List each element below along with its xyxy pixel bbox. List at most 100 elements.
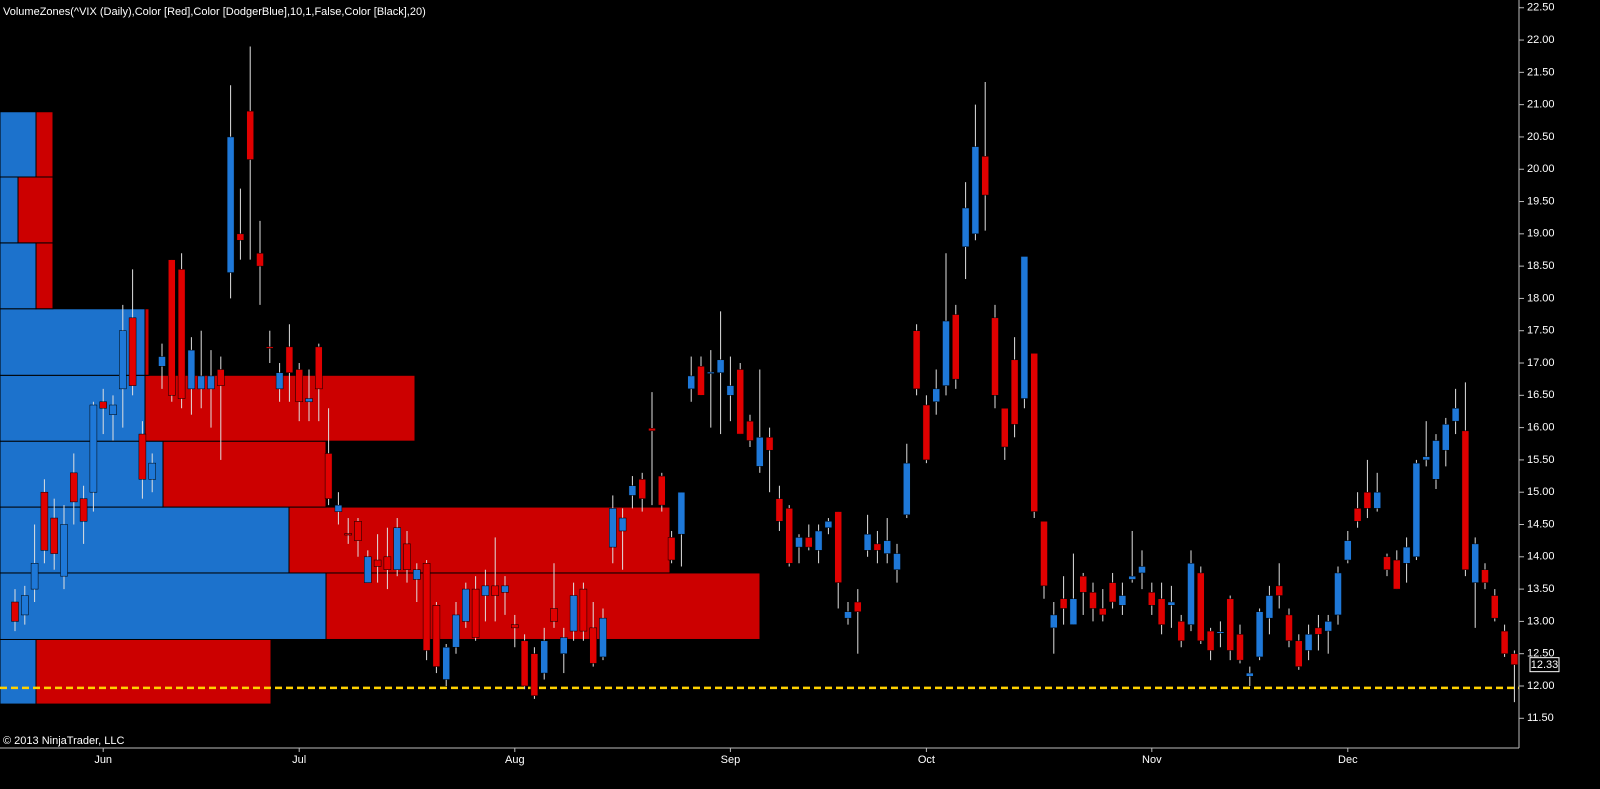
candle-body [481,585,490,596]
y-tick-label: 17.00 [1527,357,1555,369]
candle-body [667,537,676,561]
candle-body [89,404,98,493]
zone-down [35,111,54,178]
candles [11,46,1519,703]
candle-body [99,401,107,409]
candle-body [1314,627,1323,635]
candle-body [1089,592,1097,609]
candle-body [736,369,744,435]
candle-body [971,146,980,235]
candle-body [236,233,245,241]
candle-body [981,156,989,196]
y-tick-label: 15.00 [1527,486,1555,498]
candle-body [1285,614,1293,642]
candle-body [1402,546,1411,564]
candle-body [932,388,940,403]
candle-body [805,537,813,548]
candle-body [187,349,196,390]
y-tick-label: 18.50 [1527,260,1555,272]
candle-body [1481,569,1489,583]
candle-body [324,453,333,499]
candle-body [1177,621,1185,642]
candle-body [158,356,166,367]
candle-body [1099,608,1107,616]
candle-body [893,553,901,570]
y-tick-label: 14.00 [1527,551,1555,563]
candle-body [1118,595,1127,606]
candle-body [952,314,960,380]
y-tick-label: 12.50 [1527,648,1555,660]
candle-body [726,385,735,396]
candle-body [50,517,58,554]
candle-body [128,317,137,386]
candle-body [1255,611,1264,658]
chart-title: VolumeZones(^VIX (Daily),Color [Red],Col… [3,6,426,18]
candle-body [30,563,39,590]
x-tick-label: Sep [721,754,741,766]
candle-body [560,637,568,654]
candle-body [1373,491,1381,509]
candle-body [60,524,68,577]
candle-body [354,521,362,541]
candle-body [658,475,666,506]
candle-body [1265,595,1274,619]
zone-up [0,242,37,310]
candle-body [912,330,921,390]
x-tick-label: Jul [292,754,306,766]
y-tick-label: 13.50 [1527,583,1555,595]
candle-body [177,269,186,399]
candle-body [1020,256,1029,399]
y-tick-label: 11.50 [1527,712,1554,724]
candle-body [520,640,529,687]
y-tick-label: 15.50 [1527,454,1555,466]
candle-body [834,511,842,583]
x-tick-label: Jun [94,754,112,766]
candle-body [148,462,156,480]
candle-body [168,259,176,396]
candle-body [687,375,695,390]
candle-body [1442,424,1450,451]
candle-body [1040,521,1048,587]
candle-body [589,627,597,664]
candle-body [991,317,999,396]
candle-body [1167,601,1176,606]
candle-body [334,504,343,512]
candle-body [618,517,627,532]
candle-body [922,404,931,461]
candle-body [844,611,852,619]
y-tick-label: 22.00 [1527,34,1555,46]
zone-up [0,176,19,244]
y-tick-label: 16.00 [1527,422,1555,434]
zone-down [35,242,54,310]
candle-body [1295,640,1303,667]
candle-body [285,346,294,373]
candle-body [697,365,705,396]
candle-body [295,369,303,403]
candle-body [217,369,225,386]
candle-body [413,569,421,580]
candle-body [21,595,29,616]
candle-body [795,537,803,548]
candle-body [1079,575,1087,593]
candle-body [422,563,431,651]
candle-body [1304,634,1313,651]
candle-body [1108,582,1117,603]
candle-body [883,540,891,554]
candle-body [579,588,588,632]
candle-body [609,508,617,548]
candle-body [648,428,656,432]
candle-body [1030,353,1038,512]
candle-body [246,110,254,160]
candle-body [1187,563,1195,625]
candle-body [599,617,607,658]
zone-down [144,308,150,376]
candle-body [364,556,372,583]
axes: 11.50 12.00 12.50 13.00 13.50 14.00 14.50 15.00… [0,0,1560,766]
candle-body [854,601,862,612]
candle-body [775,498,784,522]
x-tick-label: Nov [1142,754,1162,766]
candle-body [1206,630,1215,651]
candle-body [197,375,205,390]
candle-body [638,479,646,499]
